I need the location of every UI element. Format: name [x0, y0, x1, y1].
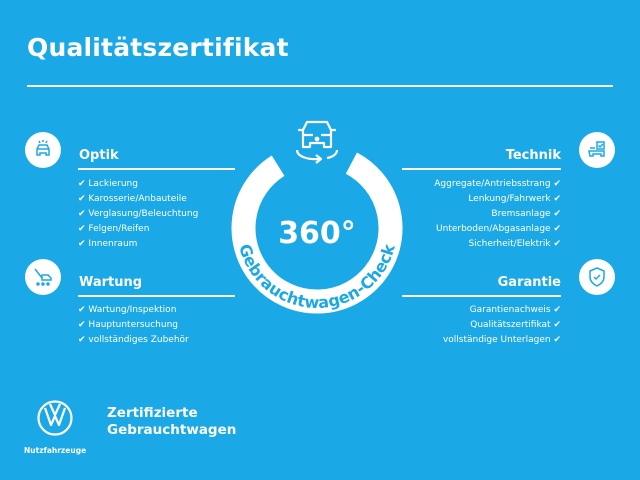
page-title: Qualitätszertifikat [27, 33, 289, 62]
technik-list: Aggregate/Antriebsstrang ✔ Lenkung/Fahrw… [434, 177, 561, 252]
tagline-line1: Zertifizierte [107, 405, 198, 421]
divider [78, 295, 235, 297]
footer-tagline: Zertifizierte Gebrauchtwagen [107, 405, 236, 439]
car-lights-icon [25, 132, 61, 168]
section-title-technik: Technik [505, 148, 561, 163]
garantie-list: Garantienachweis ✔ Qualitätszertifikat ✔… [443, 303, 561, 348]
list-item: Unterboden/Abgasanlage ✔ [436, 224, 561, 234]
list-item: ✔ vollständiges Zubehör [78, 335, 189, 345]
list-item: Aggregate/Antriebsstrang ✔ [434, 179, 561, 189]
car-checklist-icon [579, 132, 615, 168]
section-title-wartung: Wartung [79, 275, 143, 290]
list-item: ✔ Innenraum [78, 239, 138, 249]
section-title-garantie: Garantie [497, 275, 561, 290]
list-item: Qualitätszertifikat ✔ [470, 320, 561, 330]
center-value: 360° [278, 216, 356, 251]
list-item: ✔ Verglasung/Beleuchtung [78, 209, 199, 219]
title-divider [27, 85, 613, 87]
list-item: Sicherheit/Elektrik ✔ [468, 239, 561, 249]
list-item: Lenkung/Fahrwerk ✔ [468, 194, 561, 204]
brand-name: Nutzfahrzeuge [24, 446, 87, 455]
service-wrench-icon [25, 259, 61, 295]
ring-arc [231, 152, 403, 314]
divider [78, 168, 235, 170]
car-rotate-icon [295, 120, 339, 164]
list-item: Garantienachweis ✔ [469, 305, 561, 315]
divider [402, 295, 561, 297]
list-item: ✔ Wartung/Inspektion [78, 305, 177, 315]
section-title-optik: Optik [79, 148, 119, 163]
tagline-line2: Gebrauchtwagen [107, 422, 237, 438]
divider [402, 168, 561, 170]
vw-logo [37, 400, 73, 436]
list-item: ✔ Karosserie/Anbauteile [78, 194, 187, 204]
list-item: vollständige Unterlagen ✔ [442, 335, 561, 345]
wartung-list: ✔ Wartung/Inspektion ✔ Hauptuntersuchung… [78, 303, 189, 348]
optik-list: ✔ Lackierung ✔ Karosserie/Anbauteile ✔ V… [78, 177, 198, 252]
shield-check-icon [579, 259, 615, 295]
list-item: ✔ Hauptuntersuchung [78, 320, 178, 330]
list-item: ✔ Lackierung [78, 179, 138, 189]
list-item: Bremsanlage ✔ [491, 209, 561, 219]
list-item: ✔ Felgen/Reifen [78, 224, 150, 234]
